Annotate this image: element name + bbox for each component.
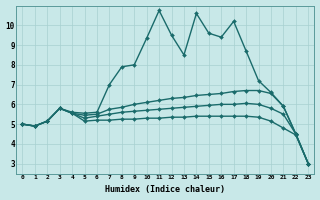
X-axis label: Humidex (Indice chaleur): Humidex (Indice chaleur)	[105, 185, 225, 194]
